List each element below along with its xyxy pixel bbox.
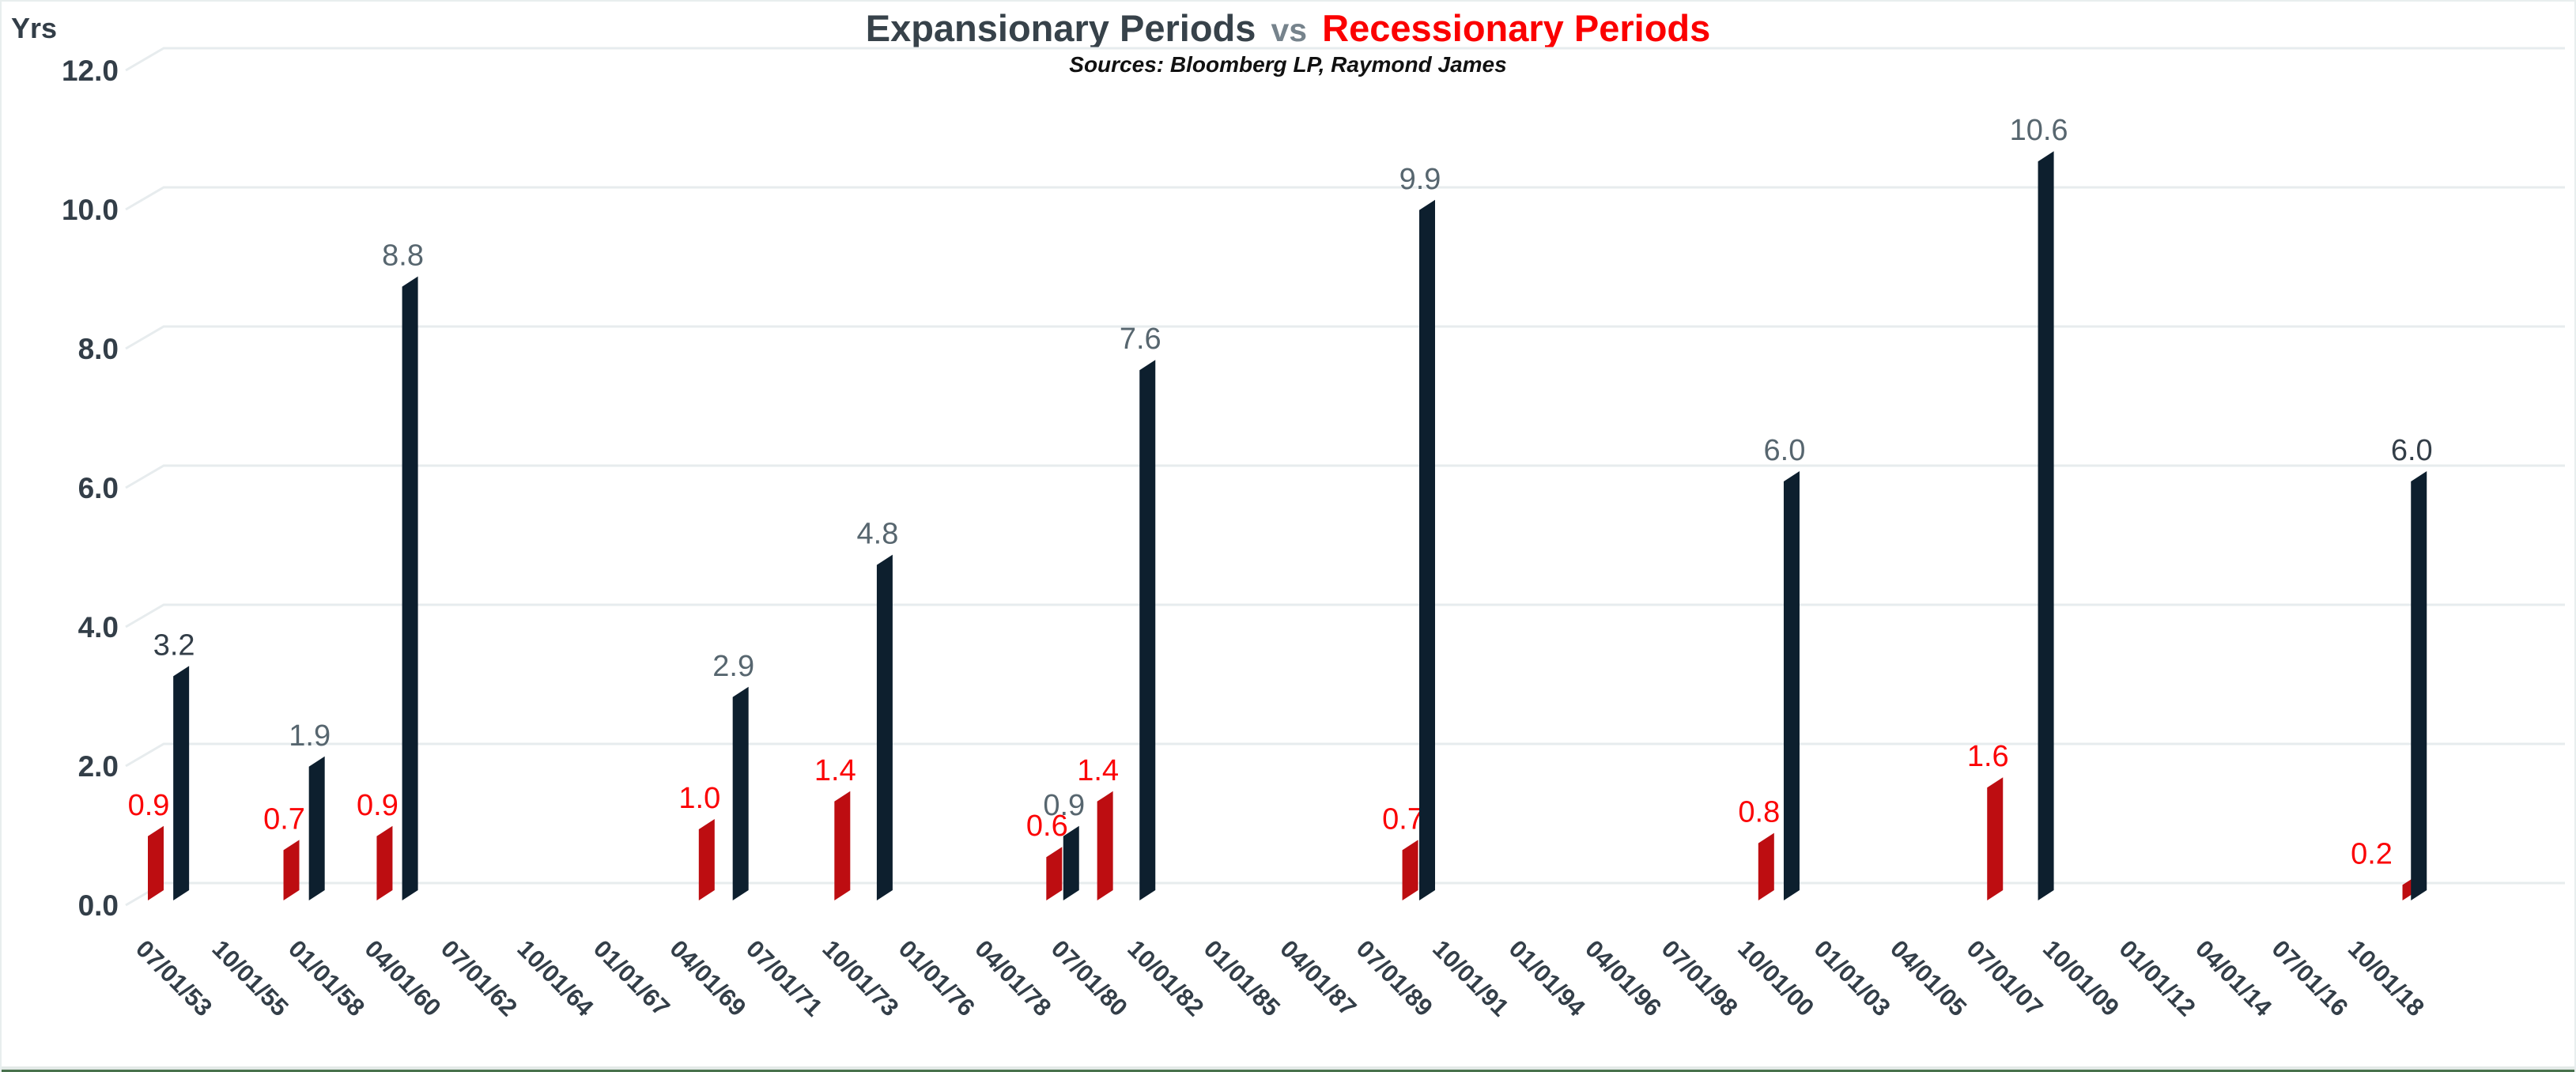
- expansion-value-label-04/01/58: 1.9: [289, 719, 330, 753]
- chart-title: Expansionary Periods vs Recessionary Per…: [2, 6, 2574, 50]
- x-tick-label-01/01/94: 01/01/94: [1504, 934, 1592, 1022]
- x-tick-label-10/01/73: 10/01/73: [817, 934, 904, 1021]
- x-tick-label-07/01/80: 07/01/80: [1046, 934, 1133, 1021]
- x-tick-label-01/01/03: 01/01/03: [1809, 934, 1896, 1021]
- expansion-bar-07/01/80: [1063, 825, 1079, 900]
- gridline-y-2.0: [125, 742, 2565, 768]
- expansion-value-label-04/01/54: 3.2: [153, 628, 195, 662]
- expansion-value-label-04/01/09: 10.6: [2010, 114, 2068, 147]
- expansion-value-label-10/01/70: 2.9: [712, 650, 754, 683]
- expansion-value-label-04/01/20: 6.0: [2391, 434, 2433, 467]
- chart-title-vs: vs: [1271, 12, 1308, 48]
- gridline-y-10.0: [125, 186, 2565, 211]
- recession-bar-10/01/07: [1987, 777, 2004, 900]
- recession-value-label-07/01/81: 1.4: [1077, 754, 1119, 787]
- x-tick-label-07/01/53: 07/01/53: [130, 934, 217, 1021]
- recession-value-label-07/01/90: 0.7: [1382, 802, 1424, 836]
- x-tick-label-07/01/07: 07/01/07: [1962, 934, 2049, 1021]
- x-tick-label-07/01/89: 07/01/89: [1351, 934, 1438, 1021]
- recession-bar-10/01/69: [698, 819, 715, 900]
- x-tick-label-01/01/76: 01/01/76: [893, 934, 980, 1021]
- expansion-bar-04/01/54: [173, 666, 190, 900]
- recession-value-label-10/01/69: 1.0: [678, 782, 720, 815]
- x-tick-label-07/01/71: 07/01/71: [741, 934, 828, 1021]
- recession-bar-07/01/90: [1402, 840, 1418, 900]
- gridline-y-6.0: [125, 464, 2565, 489]
- chart-subtitle: Sources: Bloomberg LP, Raymond James: [1069, 52, 1507, 77]
- recession-value-label-10/01/07: 1.6: [1967, 740, 2009, 773]
- expansion-bar-04/01/09: [2038, 151, 2054, 900]
- x-tick-label-01/01/12: 01/01/12: [2114, 934, 2201, 1021]
- recession-bar-01/01/80: [1046, 847, 1063, 900]
- x-tick-label-10/01/09: 10/01/09: [2038, 934, 2125, 1021]
- expansion-value-label-01/01/61: 8.8: [382, 240, 424, 273]
- chart-title-expansionary: Expansionary Periods: [865, 7, 1256, 49]
- recession-value-label-07/01/53: 0.9: [128, 789, 170, 822]
- x-tick-label-01/01/85: 01/01/85: [1199, 934, 1286, 1021]
- chart-title-recessionary: Recessionary Periods: [1322, 7, 1711, 49]
- y-tick-label: 6.0: [78, 472, 119, 504]
- x-tick-label-04/01/69: 04/01/69: [664, 934, 751, 1021]
- recession-value-label-01/01/80: 0.6: [1026, 810, 1068, 843]
- x-tick-label-01/01/67: 01/01/67: [588, 934, 675, 1021]
- x-tick-label-04/01/60: 04/01/60: [359, 934, 446, 1021]
- y-axis-title: Yrs: [11, 12, 57, 44]
- y-tick-label: 8.0: [78, 333, 119, 365]
- expansion-bar-10/01/01: [1783, 471, 1800, 900]
- recession-bar-07/01/81: [1097, 791, 1113, 900]
- y-tick-label: 10.0: [62, 194, 119, 226]
- expansion-bar-01/01/75: [876, 554, 893, 900]
- expansion-value-label-01/01/75: 4.8: [857, 518, 899, 551]
- recession-bar-10/01/73: [834, 791, 851, 900]
- expansion-bar-04/01/20: [2411, 471, 2427, 900]
- x-tick-label-07/01/98: 07/01/98: [1656, 934, 1743, 1021]
- recession-bar-01/01/01: [1758, 832, 1774, 900]
- recession-value-label-01/01/20: 0.2: [2351, 837, 2393, 870]
- expansion-bar-10/01/70: [732, 686, 749, 900]
- x-tick-label-07/01/62: 07/01/62: [436, 934, 523, 1021]
- gridline-y-4.0: [125, 603, 2565, 628]
- gridline-y-8.0: [125, 325, 2565, 350]
- window-bottom-border: [2, 1066, 2574, 1072]
- x-tick-label-10/01/18: 10/01/18: [2343, 934, 2430, 1021]
- recession-value-label-07/01/57: 0.7: [263, 802, 305, 836]
- recession-value-label-10/01/73: 1.4: [814, 754, 856, 787]
- expansion-value-label-01/01/91: 9.9: [1399, 163, 1441, 196]
- x-tick-label-10/01/55: 10/01/55: [207, 934, 294, 1021]
- y-tick-label: 0.0: [78, 889, 119, 922]
- gridline-y-0.0: [125, 881, 2565, 907]
- recession-value-label-01/01/01: 0.8: [1738, 796, 1780, 829]
- x-tick-label-04/01/96: 04/01/96: [1580, 934, 1667, 1021]
- x-tick-label-01/01/58: 01/01/58: [283, 934, 370, 1021]
- x-tick-label-04/01/78: 04/01/78: [969, 934, 1056, 1021]
- x-tick-label-04/01/14: 04/01/14: [2190, 934, 2278, 1022]
- recession-bar-07/01/57: [283, 840, 300, 900]
- expansion-bar-01/01/91: [1419, 199, 1435, 901]
- recession-value-label-04/01/60: 0.9: [357, 789, 398, 822]
- gridline-y-12.0: [125, 47, 2565, 72]
- x-tick-label-10/01/00: 10/01/00: [1732, 934, 1819, 1021]
- expansion-value-label-10/01/01: 6.0: [1764, 434, 1806, 467]
- x-tick-label-04/01/87: 04/01/87: [1275, 934, 1362, 1021]
- recession-bar-04/01/60: [376, 825, 393, 900]
- recession-bar-07/01/53: [148, 825, 164, 900]
- y-tick-label: 2.0: [78, 750, 119, 783]
- expansion-value-label-07/01/80: 0.9: [1043, 789, 1085, 822]
- x-tick-label-10/01/91: 10/01/91: [1427, 934, 1514, 1021]
- x-tick-label-04/01/05: 04/01/05: [1885, 934, 1972, 1021]
- y-tick-label: 12.0: [62, 55, 119, 87]
- expansion-value-label-10/01/82: 7.6: [1120, 323, 1161, 356]
- y-tick-label: 4.0: [78, 611, 119, 644]
- expansion-bar-04/01/58: [308, 756, 325, 900]
- x-tick-label-10/01/82: 10/01/82: [1122, 934, 1209, 1021]
- x-tick-label-07/01/16: 07/01/16: [2266, 934, 2353, 1021]
- expansion-bar-01/01/61: [402, 276, 418, 901]
- expansion-bar-10/01/82: [1139, 360, 1156, 900]
- x-tick-label-10/01/64: 10/01/64: [512, 934, 599, 1022]
